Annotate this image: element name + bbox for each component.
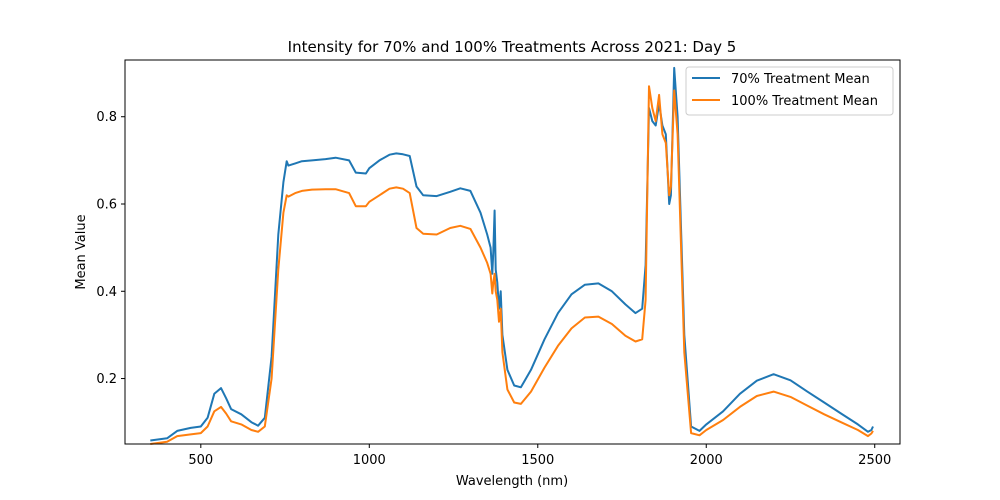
plot-area xyxy=(150,66,874,445)
x-tick-label: 2000 xyxy=(690,453,723,468)
y-tick-label: 0.6 xyxy=(96,198,117,213)
series-line-70 xyxy=(150,66,874,442)
legend: 70% Treatment Mean 100% Treatment Mean xyxy=(685,66,894,116)
legend-label-70: 70% Treatment Mean xyxy=(731,72,870,87)
y-tick-label: 0.4 xyxy=(96,285,117,300)
x-axis-label: Wavelength (nm) xyxy=(456,474,568,489)
y-axis-label: Mean Value xyxy=(74,214,89,289)
y-axis: 0.2 0.4 0.6 0.8 xyxy=(96,110,125,387)
y-tick-label: 0.2 xyxy=(96,372,117,387)
y-tick-label: 0.8 xyxy=(96,110,117,125)
legend-label-100: 100% Treatment Mean xyxy=(731,94,878,109)
x-axis: 500 1000 1500 2000 2500 xyxy=(188,444,891,468)
x-tick-label: 1000 xyxy=(353,453,386,468)
chart-title: Intensity for 70% and 100% Treatments Ac… xyxy=(288,38,737,56)
series-line-100 xyxy=(150,85,874,445)
x-tick-label: 500 xyxy=(188,453,213,468)
x-tick-label: 1500 xyxy=(521,453,554,468)
x-tick-label: 2500 xyxy=(858,453,891,468)
axes-frame xyxy=(124,59,901,445)
legend-box xyxy=(685,66,894,116)
